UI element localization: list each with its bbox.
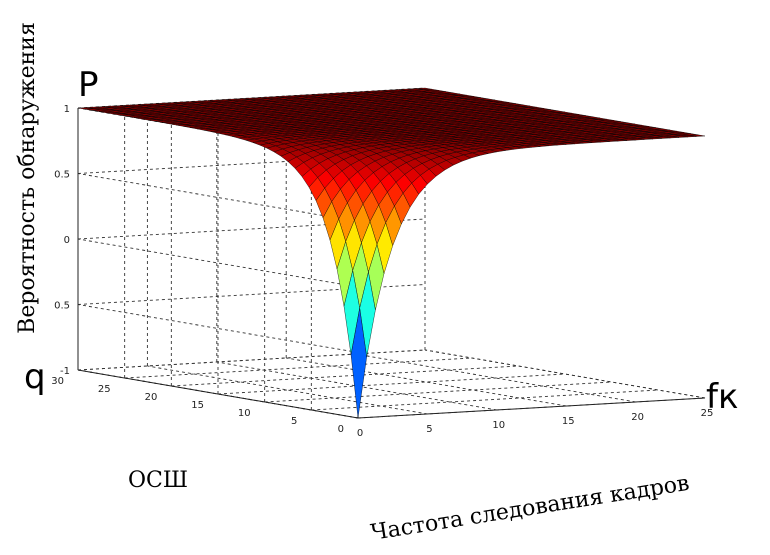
y-axis-symbol: q [24,357,46,397]
grid-line [77,173,359,222]
surface-patch [350,308,367,419]
x-tick-label: 20 [631,412,644,423]
y-axis-label: ОСШ [128,468,188,493]
y-tick-label: 20 [145,392,158,403]
x-axis-symbol: fк [706,377,739,417]
y-tick-label: 5 [291,416,297,427]
grid-line [171,365,519,387]
x-tick-label: 25 [701,408,714,419]
z-axis-label: Вероятность обнаружения [15,22,40,334]
grid-line [124,357,472,379]
z-tick-label: 1 [64,104,70,115]
grid-line [286,357,567,407]
grid-line [217,373,566,395]
surface-mesh [77,87,706,419]
x-tick-label: 15 [562,416,575,427]
grid-line [77,304,359,353]
y-tick-label: 30 [51,376,64,387]
grid-line [264,381,612,403]
z-axis-symbol: P [78,65,99,105]
z-tick-label: 0.5 [54,170,70,181]
y-axis-line [77,369,359,419]
grid-line [77,349,426,371]
x-axis-label: Частота следования кадров [369,471,691,546]
y-tick-label: 0 [338,424,344,435]
z-tick-label: 0.5 [54,301,70,312]
grid-line [424,349,706,399]
x-tick-label: 5 [426,424,432,435]
y-tick-label: 10 [238,408,251,419]
y-tick-label: 15 [191,400,204,411]
grid-line [147,365,428,415]
x-tick-label: 10 [492,420,505,431]
grid-line [311,389,659,411]
x-axis-line [357,397,706,419]
grid-line [77,238,359,288]
z-tick-label: 0 [64,235,70,246]
z-tick-label: -1 [60,366,70,377]
y-tick-label: 25 [98,384,111,395]
x-tick-label: 0 [357,428,363,439]
